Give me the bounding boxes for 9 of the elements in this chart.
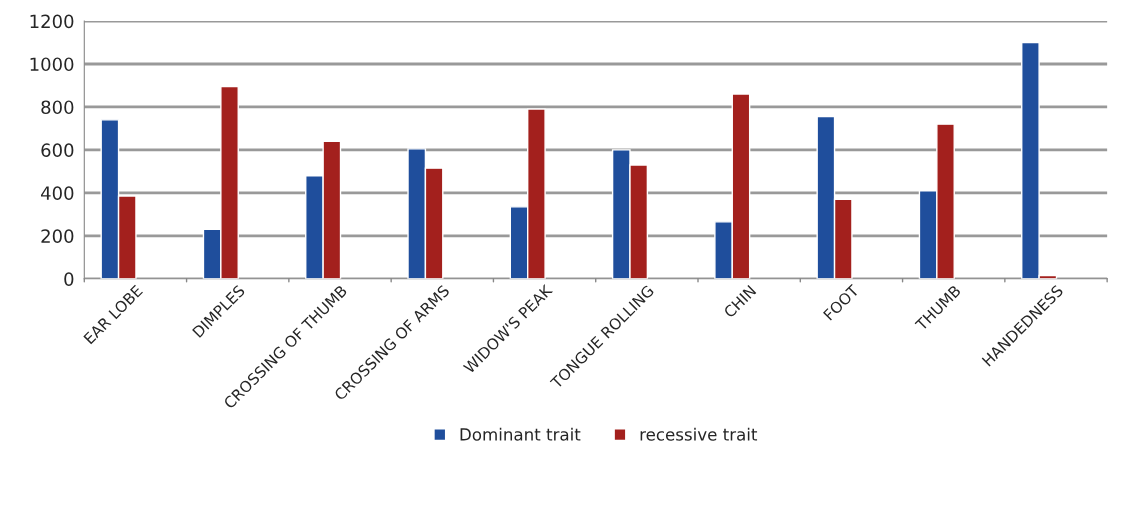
y-tick-label: 0: [64, 272, 74, 286]
y-tick-label: 200: [41, 229, 74, 243]
legend-label: recessive trait: [640, 427, 758, 441]
y-tick-label: 1000: [30, 57, 74, 72]
y-tick-label: 1200: [30, 14, 74, 29]
y-tick-label: 600: [41, 143, 74, 158]
y-tick-label: 800: [41, 100, 74, 115]
y-tick-label: 400: [41, 186, 74, 200]
legend-label: Dominant trait: [460, 427, 581, 441]
